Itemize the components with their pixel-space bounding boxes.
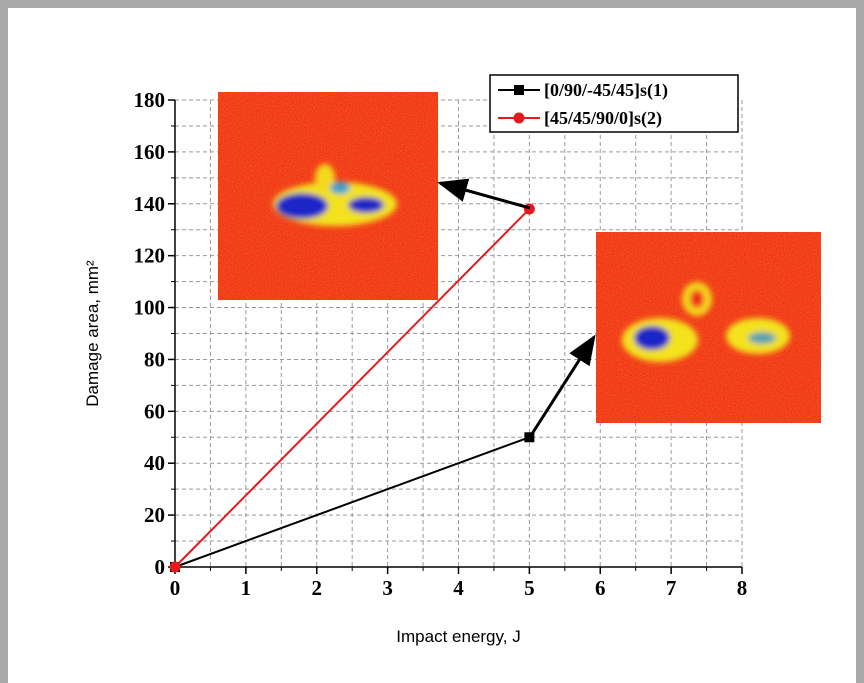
y-tick-label: 60 <box>144 399 165 423</box>
x-tick-label: 7 <box>666 576 677 600</box>
x-tick-label: 8 <box>737 576 748 600</box>
y-tick-label: 20 <box>144 503 165 527</box>
y-tick-label: 120 <box>134 244 166 268</box>
inset-image-2 <box>596 232 821 423</box>
arrow <box>437 178 531 210</box>
x-tick-label: 2 <box>312 576 323 600</box>
y-tick-label: 80 <box>144 347 165 371</box>
y-tick-label: 0 <box>155 555 166 579</box>
x-tick-label: 4 <box>453 576 464 600</box>
y-axis-label: Damage area, mm² <box>83 260 102 407</box>
arrow <box>528 334 596 438</box>
x-tick-label: 3 <box>382 576 393 600</box>
x-axis-label: Impact energy, J <box>396 627 520 646</box>
series-line <box>174 436 530 568</box>
marker <box>524 432 535 443</box>
legend-box <box>489 74 739 133</box>
y-tick-label: 40 <box>144 451 165 475</box>
x-tick-label: 6 <box>595 576 606 600</box>
series-line <box>174 208 531 568</box>
y-tick-label: 160 <box>134 140 166 164</box>
legend-label: [45/45/90/0]s(2) <box>544 108 662 129</box>
y-tick-label: 140 <box>134 192 166 216</box>
x-tick-label: 5 <box>524 576 535 600</box>
x-tick-label: 1 <box>241 576 252 600</box>
marker <box>169 561 181 573</box>
marker <box>514 85 524 95</box>
x-tick-label: 0 <box>170 576 181 600</box>
y-tick-label: 180 <box>134 88 166 112</box>
marker <box>513 112 525 124</box>
legend-label: [0/90/-45/45]s(1) <box>544 80 668 101</box>
inset-image-1 <box>218 92 438 300</box>
y-tick-label: 100 <box>134 296 166 320</box>
